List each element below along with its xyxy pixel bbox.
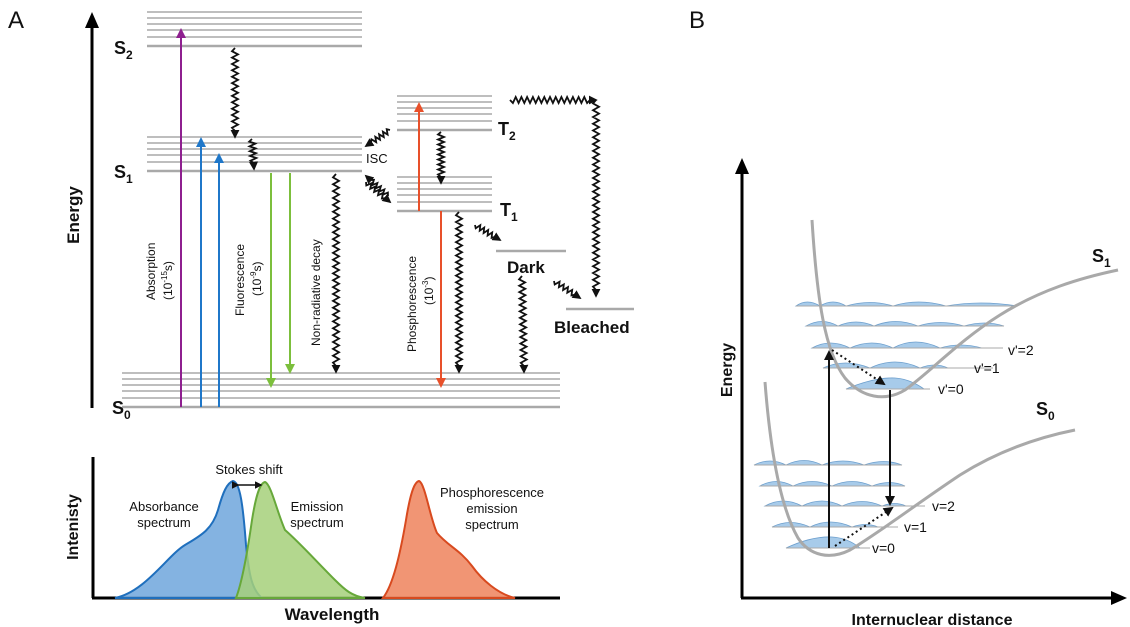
isc-s1-t2-wavy-arrow [364,128,391,147]
level-label-vprime-1: v'=1 [974,360,1000,376]
level-label-vprime-2: v'=2 [1008,342,1034,358]
lower-curve-label: S0 [1036,399,1055,423]
state-label-s2: S2 [114,38,133,62]
state-label-s1: S1 [114,162,133,186]
panel-b-label: B [689,7,705,34]
internuclear-axis-label: Internuclear distance [852,612,1013,627]
panel-a-label: A [8,7,24,34]
spectrum-plot: Intenisty Wavelength Stokes shift Absorb… [65,457,560,624]
absorbance-spectrum-label: Absorbance spectrum [129,499,198,530]
isc-s1-t1-wavy-arrow [365,181,392,204]
panel-b-energy-axis-arrowhead [735,158,749,174]
phosphorescence-label: Phosphorescence [405,256,419,352]
phosphorescence-spectrum-label: Phosphorescence emission spectrum [440,485,544,532]
s0-levels [122,372,560,409]
s2-levels [147,11,362,48]
emission-spectrum-label: Emission spectrum [290,499,343,530]
phosphorescence-time: (10-3) [421,277,436,305]
lower-potential-curve [763,381,1076,557]
level-label-v-0: v=0 [872,540,895,556]
absorption-label: Absorption [144,243,158,300]
non-radiative-arrows [230,47,601,374]
state-label-t2: T2 [498,119,516,143]
fluorescence-time: (10-9s) [249,262,264,296]
t1-levels [397,176,492,213]
isc-label: ISC [366,151,388,166]
upper-relaxation-arrow [831,349,886,386]
t2-levels [397,95,492,132]
stokes-shift-label: Stokes shift [215,462,283,477]
energy-axis-label: Energy [64,186,83,244]
t1-dark-wavy-arrow [474,223,502,241]
panel-b-energy-label: Energy [719,343,736,397]
state-label-dark: Dark [507,258,545,277]
level-label-vprime-0: v'=0 [938,381,964,397]
lower-vibrational-wavefunctions [753,460,925,549]
level-label-v-2: v=2 [932,498,955,514]
upper-potential-curve [810,219,1119,399]
t1-s0-wavy-arrow [454,211,464,374]
t2-bleached-down-wavy-arrow [591,99,601,298]
absorption-time: (10-15s) [160,261,175,300]
nonradiative-label: Non-radiative decay [309,239,323,346]
level-label-v-1: v=1 [904,519,927,535]
state-label-s0: S0 [112,398,131,422]
vr-s1-wavy-arrow [247,138,259,171]
nonradiative-decay-wavy-arrow [331,173,341,374]
fluorescence-label: Fluorescence [233,244,247,316]
intensity-axis-label: Intenisty [65,494,82,560]
state-label-bleached: Bleached [554,318,630,337]
upper-curve-label: S1 [1092,246,1111,270]
internuclear-axis-arrowhead [1111,591,1127,605]
ic-s2-s1-wavy-arrow [230,47,240,139]
t2-bleached-top-wavy [509,94,598,106]
wavelength-axis-label: Wavelength [285,605,380,624]
energy-axis-arrowhead [85,12,99,28]
emission-spectrum-curve [234,480,366,599]
dark-s0-wavy-arrow [517,275,529,374]
dark-bleached-wavy-arrow [553,280,582,299]
phosphorescence-spectrum-curve [380,479,516,599]
state-label-t1: T1 [500,200,518,224]
vr-t2-t1-wavy-arrow [435,131,447,185]
isc-t1-s1-wavy-arrow [364,174,389,197]
lower-relaxation-arrow [834,506,894,547]
